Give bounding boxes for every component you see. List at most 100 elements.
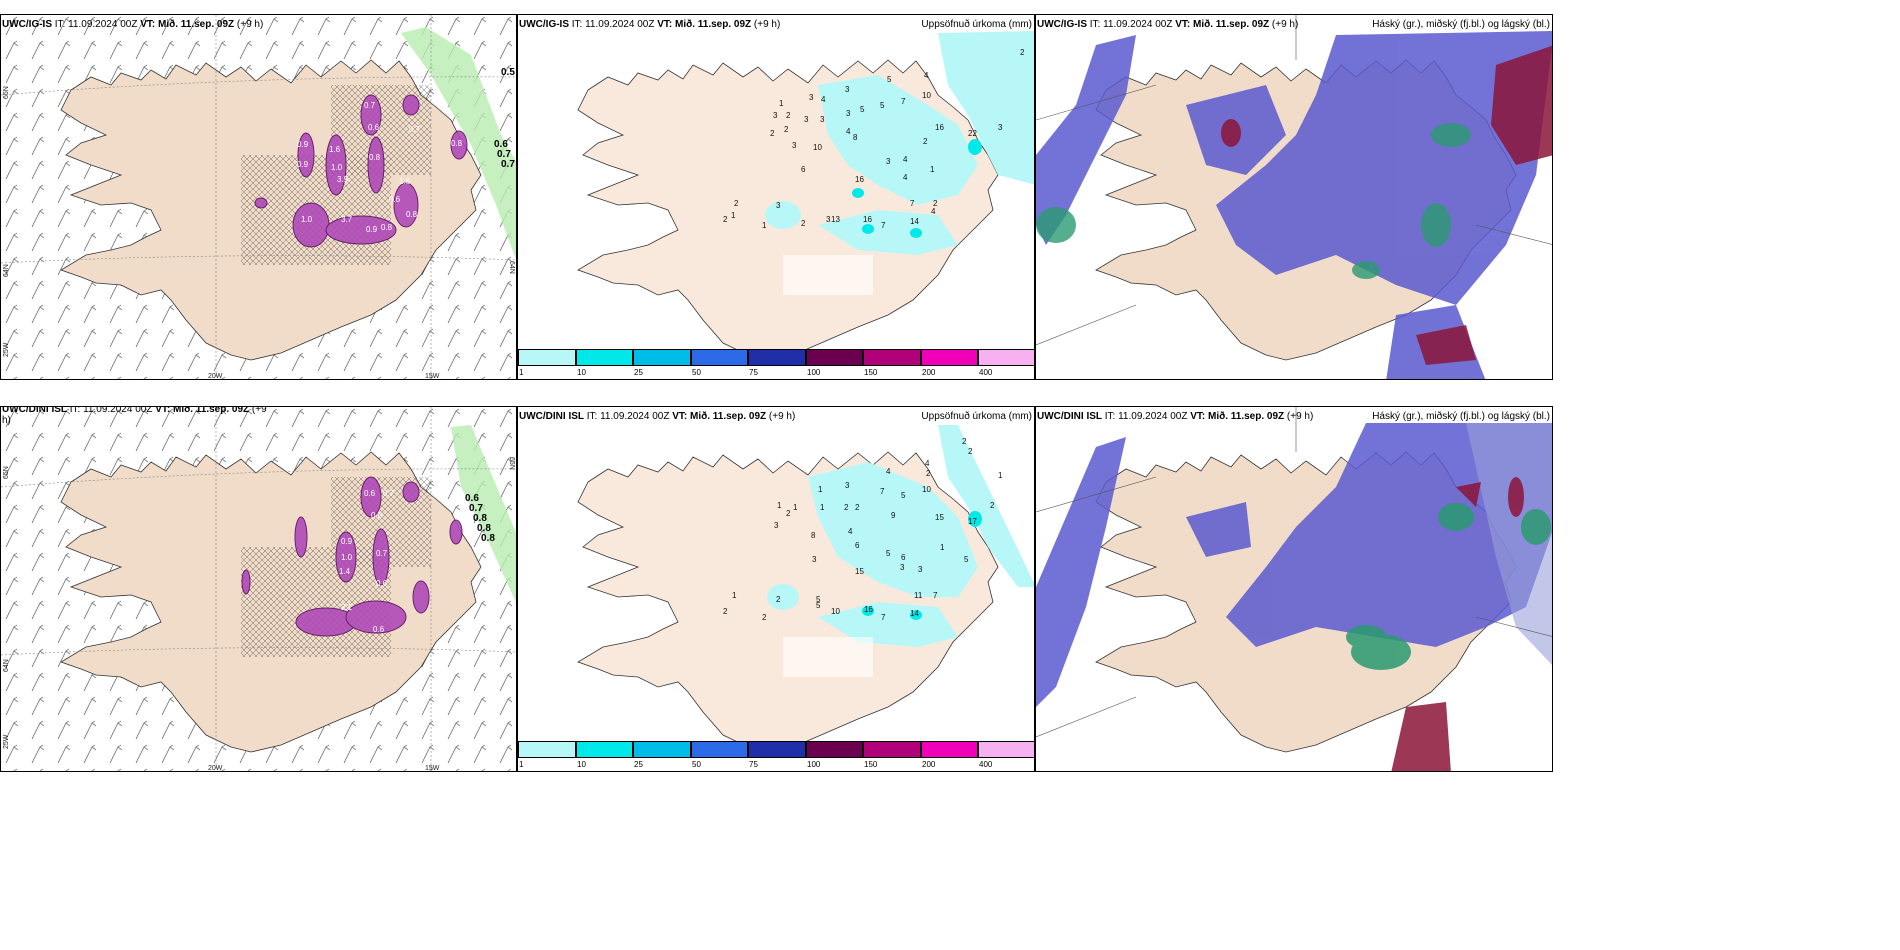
wind-value: 0.8 [477, 523, 491, 534]
precip-value: 2 [784, 125, 789, 134]
precip-value: 1 [998, 471, 1003, 480]
wind-value: 0.6 [494, 139, 508, 150]
precip-value: 2 [723, 607, 728, 616]
precip-value: 22 [968, 129, 977, 138]
panel-title: UWC/DINI ISL IT: 11.09.2024 00Z VT: Mið.… [2, 406, 267, 426]
panel-right-title: Háský (gr.), miðský (fj.bl.) og lágský (… [1372, 19, 1550, 30]
precip-value: 4 [924, 71, 929, 80]
precip-value: 4 [886, 467, 891, 476]
purple-value: 0.9 [297, 160, 309, 169]
colorbar-swatch [978, 741, 1034, 758]
precip-value: 3 [826, 215, 831, 224]
lon-label-25w: 25W [3, 342, 10, 357]
precip-value: 3 [998, 123, 1003, 132]
purple-value: 0.8 [381, 223, 393, 232]
colorbar-swatch [576, 349, 633, 366]
precip-value: 2 [933, 199, 938, 208]
lat-label-65n: 65N [3, 86, 10, 99]
colorbar-tick: 100 [807, 368, 821, 377]
panel-title: UWC/DINI ISL IT: 11.09.2024 00Z VT: Mið.… [519, 411, 796, 422]
colorbar-tick: 100 [807, 760, 821, 769]
colorbar-tick: 400 [979, 368, 993, 377]
precip-value: 10 [922, 485, 931, 494]
purple-value: 3.9 [337, 175, 349, 184]
green-wind-area [401, 27, 516, 260]
colorbar-tick: 25 [634, 760, 643, 769]
colorbar-swatch [978, 349, 1034, 366]
colorbar-swatch [921, 349, 978, 366]
precip-value: 3 [820, 115, 825, 124]
precip-value: 16 [935, 123, 944, 132]
purple-value: 1.0 [331, 163, 343, 172]
panel-precip-bottom: UWC/DINI ISL IT: 11.09.2024 00Z VT: Mið.… [517, 406, 1035, 772]
lon-label-20w: 20W [208, 765, 223, 772]
colorbar-tick: 1 [519, 760, 524, 769]
panel-precip-top: UWC/IG-IS IT: 11.09.2024 00Z VT: Mið. 11… [517, 14, 1035, 380]
precip-value: 10 [813, 143, 822, 152]
precip-value: 8 [811, 531, 816, 540]
colorbar-tick: 400 [979, 760, 993, 769]
precip-value: 4 [821, 95, 826, 104]
precip-value: 6 [901, 553, 906, 562]
colorbar-tick: 150 [864, 760, 878, 769]
precip-value: 2 [786, 111, 791, 120]
purple-value: 0.7 [364, 101, 376, 110]
precip-value: 1 [820, 503, 825, 512]
purple-value: 3.7 [341, 215, 353, 224]
colorbar-tick: 1 [519, 368, 524, 377]
precip-value: 16 [864, 605, 873, 614]
wind-value: 0.5 [501, 67, 515, 78]
precip-value: 4 [846, 127, 851, 136]
precip-value: 2 [770, 129, 775, 138]
precip-value: 10 [922, 91, 931, 100]
precip-value: 1 [940, 543, 945, 552]
precip-value: 2 [926, 469, 931, 478]
purple-value: 0.8 [406, 210, 418, 219]
precip-value: 1 [779, 99, 784, 108]
precip-value: 5 [887, 75, 892, 84]
purple-value: 0.6 [368, 123, 380, 132]
precip-value: 2 [962, 437, 967, 446]
precip-value: 1 [762, 221, 767, 230]
precip-value: 3 [774, 521, 779, 530]
panel-wind-bottom: UWC/DINI ISL IT: 11.09.2024 00Z VT: Mið.… [0, 406, 517, 772]
colorbar-swatch [863, 349, 921, 366]
purple-value: 0.8 [371, 511, 383, 520]
purple-value: 0.6 [389, 195, 401, 204]
panel-clouds-top: UWC/IG-IS IT: 11.09.2024 00Z VT: Mið. 11… [1035, 14, 1553, 380]
precip-value: 4 [848, 527, 853, 536]
purple-value: 1.6 [329, 145, 341, 154]
precip-value: 3 [846, 109, 851, 118]
colorbar-tick: 75 [749, 368, 758, 377]
precip-value: 6 [801, 165, 806, 174]
precip-value: 1 [732, 591, 737, 600]
precip-value: 3 [845, 481, 850, 490]
precip-areas [767, 425, 1034, 647]
purple-value: 0.7 [383, 489, 395, 498]
high-cloud-areas [1221, 45, 1552, 365]
purple-value: 0.8 [369, 153, 381, 162]
purple-value: 0.9 [297, 140, 309, 149]
precip-value: 14 [910, 609, 919, 618]
green-wind-area [451, 425, 516, 603]
colorbar-swatch [518, 741, 576, 758]
precip-value: 2 [968, 447, 973, 456]
purple-value: 1.0 [301, 215, 313, 224]
precip-value: 1 [731, 211, 736, 220]
panel-title: UWC/IG-IS IT: 11.09.2024 00Z VT: Mið. 11… [1037, 19, 1299, 30]
precip-value: 7 [901, 97, 906, 106]
panel-right-title: Háský (gr.), miðský (fj.bl.) og lágský (… [1372, 411, 1550, 422]
precip-value: 13 [831, 215, 840, 224]
lat-label-64n: 64N [508, 261, 515, 274]
precip-value: 5 [886, 549, 891, 558]
colorbar-tick: 200 [922, 368, 936, 377]
precip-value: 2 [855, 503, 860, 512]
panel-wind-top: UWC/IG-IS IT: 11.09.2024 00Z VT: Mið. 11… [0, 14, 517, 380]
precip-value: 1 [930, 165, 935, 174]
precip-value: 2 [723, 215, 728, 224]
precip-value: 5 [880, 101, 885, 110]
purple-value: 0.9 [341, 537, 353, 546]
precip-value: 5 [901, 491, 906, 500]
precip-value: 4 [925, 459, 930, 468]
precip-value: 2 [734, 199, 739, 208]
